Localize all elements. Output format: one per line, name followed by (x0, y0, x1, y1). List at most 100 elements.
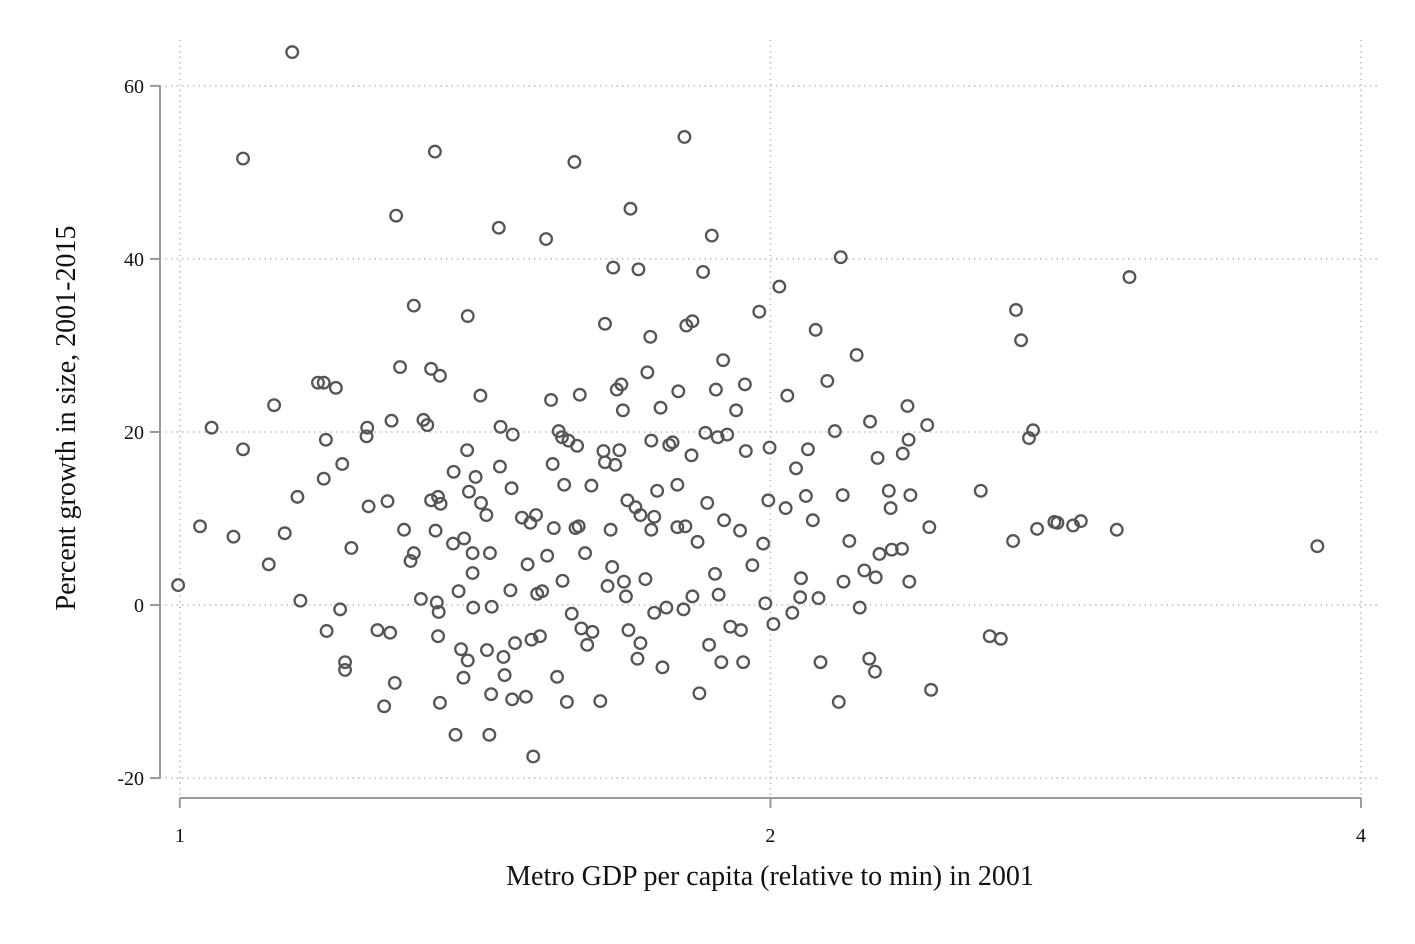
y-axis-title: Percent growth in size, 2001-2015 (51, 226, 82, 611)
point (474, 495, 488, 510)
point (676, 602, 691, 617)
point (557, 477, 572, 492)
point (338, 662, 353, 677)
point (533, 629, 547, 644)
point (720, 427, 735, 442)
point (702, 637, 717, 652)
point (852, 600, 867, 615)
point (484, 599, 499, 614)
x-tick-label: 2 (765, 825, 775, 847)
point (798, 489, 813, 503)
point (973, 483, 988, 498)
point (808, 322, 823, 337)
point (420, 418, 435, 433)
point (370, 623, 385, 638)
point (696, 264, 711, 279)
point (555, 573, 570, 588)
point (867, 664, 882, 679)
point (793, 590, 808, 605)
point (603, 522, 618, 537)
point (460, 443, 475, 458)
point (571, 519, 586, 534)
point (616, 574, 631, 589)
point (484, 687, 499, 702)
x-tick-label: 4 (1356, 825, 1366, 847)
point (870, 450, 885, 465)
point (380, 494, 395, 509)
point (465, 546, 480, 561)
point (621, 623, 636, 638)
point (482, 546, 497, 561)
point (711, 587, 726, 602)
point (1073, 514, 1088, 529)
point (431, 605, 446, 619)
point (311, 375, 325, 390)
point (584, 478, 599, 493)
point (204, 420, 219, 435)
point (496, 650, 511, 664)
point (431, 629, 446, 644)
point (883, 501, 898, 516)
point (335, 457, 350, 471)
point (736, 655, 751, 670)
point (761, 493, 776, 508)
point (338, 655, 353, 670)
point (267, 398, 282, 413)
point (361, 499, 376, 514)
point (465, 566, 480, 580)
point (1006, 534, 1021, 548)
point (881, 483, 896, 498)
point (678, 519, 693, 534)
point (708, 382, 723, 397)
point (457, 531, 472, 546)
y-tick-label: 20 (124, 422, 144, 444)
point (448, 727, 463, 742)
point (868, 570, 883, 585)
point (468, 470, 483, 484)
point (550, 669, 565, 684)
point (518, 689, 533, 704)
point (598, 316, 612, 331)
point (1022, 431, 1036, 445)
point (479, 508, 494, 522)
point (572, 387, 587, 402)
point (529, 508, 543, 522)
point (811, 591, 826, 606)
point (677, 129, 692, 144)
y-tick-label: 40 (124, 249, 144, 271)
point (805, 513, 820, 528)
point (653, 400, 668, 415)
point (1009, 303, 1023, 317)
point (662, 438, 677, 452)
point (344, 540, 359, 555)
point (780, 388, 795, 403)
point (359, 429, 374, 444)
point (982, 629, 997, 644)
point (492, 459, 507, 474)
point (432, 368, 447, 383)
point (446, 536, 460, 551)
x-tick-label: 1 (175, 825, 185, 847)
point (236, 151, 250, 166)
point (685, 589, 700, 604)
point (638, 572, 653, 587)
point (903, 488, 918, 503)
point (863, 414, 877, 429)
point (647, 509, 662, 524)
point (539, 232, 554, 246)
point (785, 605, 800, 620)
point (920, 418, 935, 433)
point (1026, 423, 1041, 438)
point (526, 749, 541, 764)
point (833, 250, 848, 265)
point (328, 380, 343, 395)
point (895, 541, 909, 556)
point (849, 348, 864, 362)
point (633, 508, 648, 522)
point (630, 651, 645, 666)
point (480, 643, 494, 657)
point (432, 695, 447, 710)
point (544, 393, 558, 407)
point (318, 432, 333, 447)
point (614, 377, 629, 392)
